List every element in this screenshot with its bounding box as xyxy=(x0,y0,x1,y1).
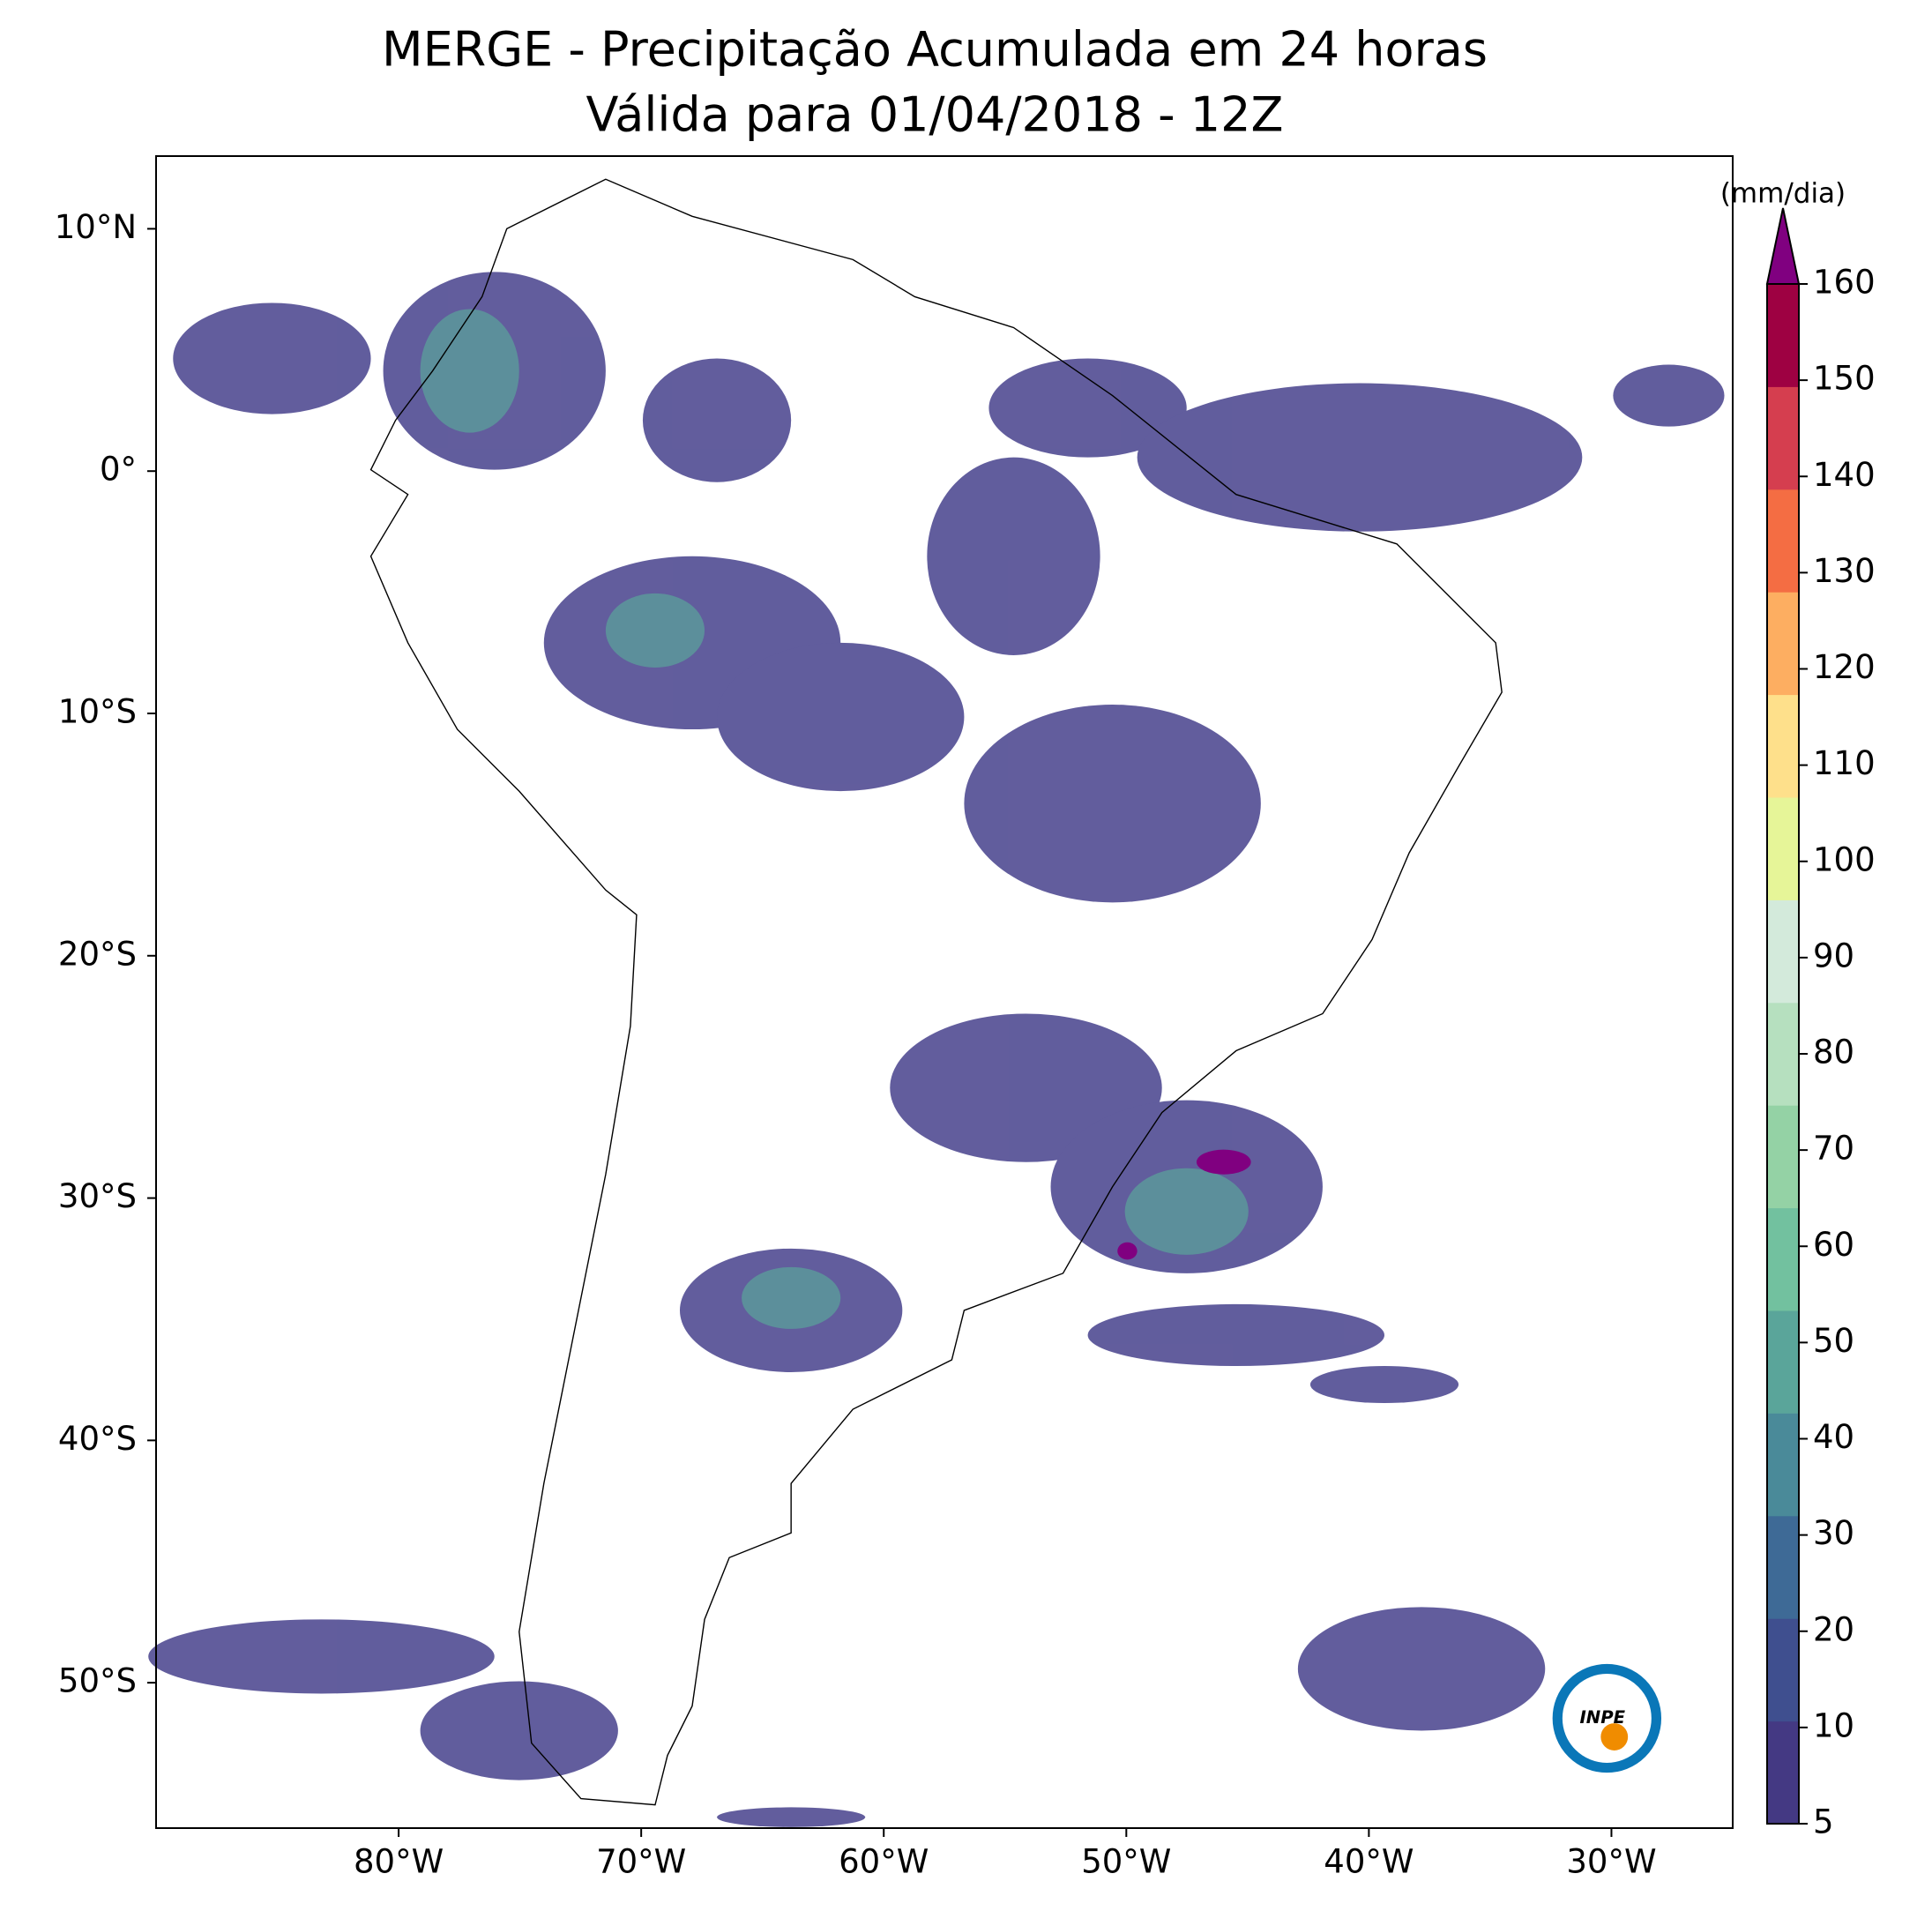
logo-text: INPE xyxy=(1580,1707,1626,1728)
map-layer: INPE xyxy=(148,178,1725,1827)
colorbar-band xyxy=(1767,386,1799,490)
y-tick-label: 10°N xyxy=(55,208,137,246)
colorbar-band xyxy=(1767,694,1799,798)
colorbar-band xyxy=(1767,797,1799,900)
colorbar-tick-label: 130 xyxy=(1813,552,1876,590)
chart-title: MERGE - Precipitação Acumulada em 24 hor… xyxy=(382,22,1488,78)
y-tick-label: 20°S xyxy=(58,935,137,973)
x-tick-label: 40°W xyxy=(1324,1843,1414,1881)
colorbar-band xyxy=(1767,489,1799,593)
colorbar-tick-label: 110 xyxy=(1813,744,1876,782)
colorbar-band xyxy=(1767,1515,1799,1619)
colorbar-tick-label: 150 xyxy=(1813,360,1876,398)
chart-subtitle: Válida para 01/04/2018 - 12Z xyxy=(586,87,1284,143)
x-tick-label: 30°W xyxy=(1566,1843,1656,1881)
x-tick-label: 50°W xyxy=(1081,1843,1171,1881)
colorbar-band xyxy=(1767,1105,1799,1209)
y-tick-label: 40°S xyxy=(58,1420,137,1458)
colorbar-tick-label: 120 xyxy=(1813,648,1876,686)
colorbar-tick-label: 100 xyxy=(1813,840,1876,878)
colorbar-tick-label: 90 xyxy=(1813,937,1854,974)
y-tick-label: 0° xyxy=(100,451,137,489)
logo-dot xyxy=(1600,1723,1629,1751)
colorbar-band xyxy=(1767,1002,1799,1106)
precip-areas-moderate xyxy=(420,309,1249,1329)
colorbar-extend xyxy=(1765,207,1801,285)
y-tick-label: 30°S xyxy=(58,1177,137,1215)
colorbar-band xyxy=(1767,592,1799,696)
colorbar-band xyxy=(1767,1207,1799,1311)
y-tick-label: 10°S xyxy=(58,693,137,731)
map-frame xyxy=(155,155,1734,1829)
colorbar-tick-label: 30 xyxy=(1813,1514,1854,1552)
colorbar-tick-label: 140 xyxy=(1813,456,1876,494)
colorbar-tick-label: 80 xyxy=(1813,1034,1854,1071)
colorbar-tick-label: 50 xyxy=(1813,1322,1854,1360)
logo-ring xyxy=(1552,1663,1662,1773)
coastline xyxy=(369,178,1503,1806)
x-tick-label: 70°W xyxy=(596,1843,686,1881)
colorbar-tick-label: 20 xyxy=(1813,1610,1854,1648)
inpe-logo: INPE xyxy=(1552,1663,1662,1773)
colorbar-tick-label: 40 xyxy=(1813,1418,1854,1456)
precip-max xyxy=(1117,1242,1138,1260)
x-tick-label: 80°W xyxy=(354,1843,444,1881)
colorbar-band xyxy=(1767,1413,1799,1517)
colorbar-label: (mm/dia) xyxy=(1720,178,1846,210)
colorbar-band xyxy=(1767,284,1799,387)
x-tick-label: 60°W xyxy=(839,1843,929,1881)
y-tick-label: 50°S xyxy=(58,1662,137,1700)
colorbar-tick-label: 10 xyxy=(1813,1706,1854,1744)
colorbar-tick-label: 160 xyxy=(1813,264,1876,302)
colorbar-tick-label: 70 xyxy=(1813,1130,1854,1168)
precip-max xyxy=(1196,1149,1251,1175)
colorbar-band xyxy=(1767,1721,1799,1825)
colorbar-band xyxy=(1767,900,1799,1004)
colorbar-tick-label: 60 xyxy=(1813,1226,1854,1264)
precip-areas xyxy=(148,272,1725,1827)
colorbar-band xyxy=(1767,1310,1799,1414)
colorbar-band xyxy=(1767,1618,1799,1722)
colorbar-tick-label: 5 xyxy=(1813,1803,1834,1841)
